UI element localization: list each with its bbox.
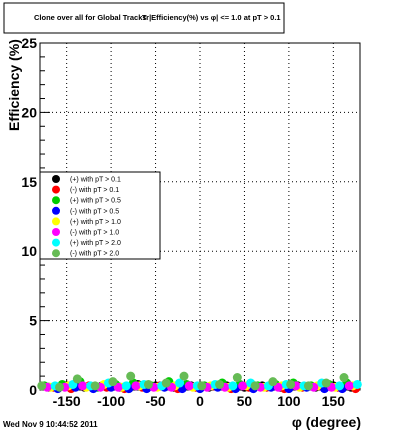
data-point (143, 379, 153, 389)
data-point (339, 373, 349, 383)
chart-title: Clone over all for Global Tracks (34, 13, 147, 22)
legend-label: (-) with pT > 0.1 (70, 187, 119, 194)
legend: (+) with pT > 0.1 (-) with pT > 0.1 (+) wi… (39, 171, 161, 260)
legend-label: (-) with pT > 2.0 (70, 251, 119, 258)
data-point (215, 379, 225, 389)
data-point (108, 377, 118, 387)
data-point (131, 381, 141, 391)
x-axis-title: φ (degree) (292, 414, 361, 430)
legend-marker (52, 217, 60, 226)
data-point (126, 371, 136, 381)
footer-timestamp: Wed Nov 9 10:44:52 2011 (3, 420, 98, 429)
data-point (55, 382, 65, 392)
legend-label: (+) with pT > 2.0 (70, 240, 121, 247)
data-point (268, 377, 278, 387)
x-tick-label: -50 (145, 393, 165, 409)
x-tick-label: 50 (237, 393, 253, 409)
title-box-frame (3, 2, 285, 34)
legend-label: (+) with pT > 1.0 (70, 219, 121, 226)
legend-marker (52, 238, 60, 247)
data-point (197, 381, 207, 391)
points-layer (37, 371, 362, 394)
legend-label: (-) with pT > 1.0 (70, 230, 119, 237)
data-point (78, 381, 88, 391)
x-tick-label: 150 (322, 393, 346, 409)
legend-marker (52, 196, 60, 205)
data-point (344, 381, 354, 391)
x-tick-label: 100 (277, 393, 301, 409)
legend-frame (39, 171, 161, 260)
data-point (286, 379, 296, 389)
data-point (121, 381, 131, 391)
y-tick-label: 0 (29, 382, 37, 398)
data-point (161, 378, 171, 388)
legend-label: (+) with pT > 0.5 (70, 198, 121, 205)
data-point (184, 381, 194, 391)
data-point (250, 381, 260, 391)
grid-layer (40, 43, 360, 390)
data-point (179, 371, 189, 381)
data-point (113, 382, 123, 392)
y-tick-label: 5 (29, 313, 37, 329)
y-tick-label: 25 (21, 35, 37, 51)
data-point (303, 381, 313, 391)
chart-title-box: Clone over all for Global Tracks Tr|Effi… (3, 2, 285, 34)
chart-title-overlap: Tr|Efficiency(%) vs φ| <= 1.0 at pT > 0.… (142, 13, 281, 22)
data-point (175, 378, 185, 388)
y-tick-label: 20 (21, 104, 37, 120)
y-tick-label: 15 (21, 174, 37, 190)
data-point (335, 381, 345, 391)
legend-label: (+) with pT > 0.1 (70, 177, 121, 184)
data-point (228, 381, 238, 391)
legend-label: (-) with pT > 0.5 (70, 208, 119, 215)
data-point (232, 373, 242, 383)
y-tick-label: 10 (21, 243, 37, 259)
data-point (352, 379, 362, 389)
data-point (72, 374, 82, 384)
legend-marker (52, 249, 60, 258)
data-point (90, 381, 100, 391)
x-tick-label: -100 (97, 393, 125, 409)
y-axis-title: Efficiency (%) (6, 39, 22, 131)
x-tick-label: -150 (53, 393, 81, 409)
data-point (238, 381, 248, 391)
legend-marker (52, 175, 60, 183)
data-point (321, 378, 331, 388)
legend-marker (52, 185, 60, 194)
legend-marker (52, 206, 60, 215)
legend-marker (52, 228, 60, 236)
x-tick-label: 0 (196, 393, 204, 409)
data-point (37, 381, 47, 391)
data-point (273, 382, 283, 392)
